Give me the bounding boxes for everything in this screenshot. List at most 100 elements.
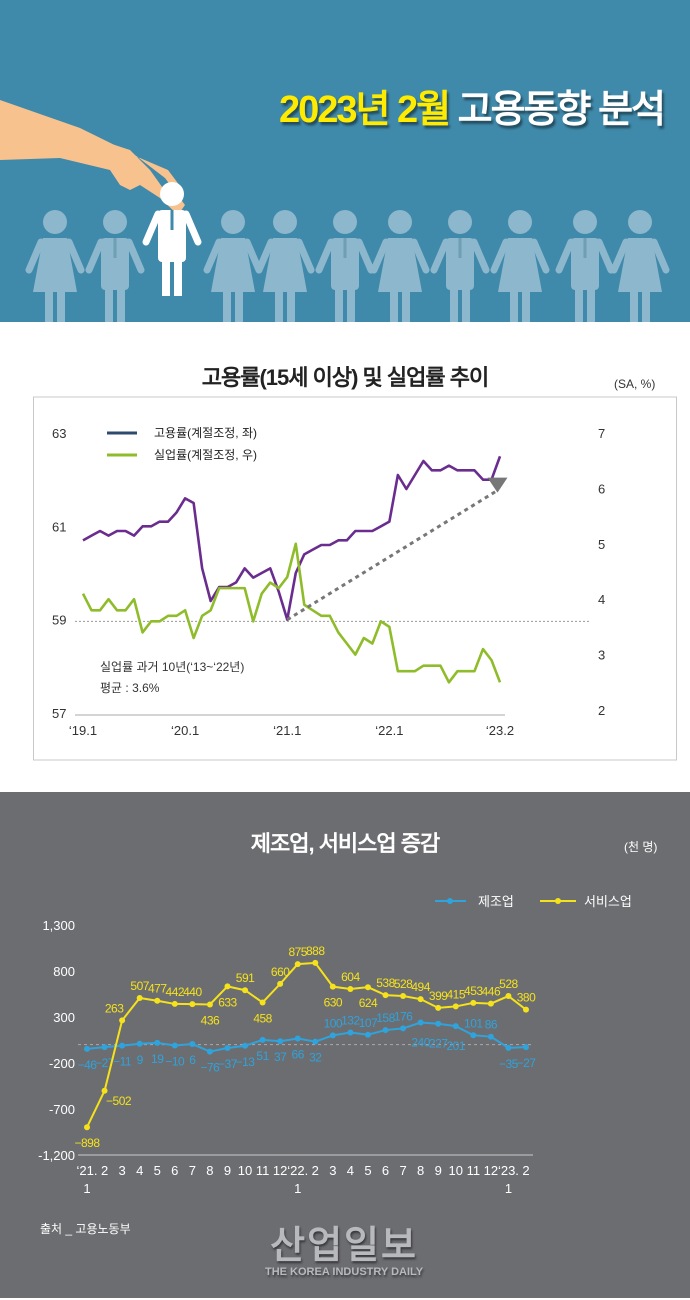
selected-person-icon <box>142 182 202 296</box>
x-tick: 10 <box>449 1163 463 1178</box>
data-label-services: 458 <box>253 1011 272 1025</box>
legend-label-unemployment: 실업률(계절조정, 우) <box>154 448 257 462</box>
chart2-unit: (천 명) <box>624 840 658 854</box>
data-label-services: 263 <box>105 1001 124 1015</box>
data-label-services: 399 <box>429 989 448 1003</box>
data-label-services: 446 <box>482 985 501 999</box>
y-tick: 300 <box>53 1010 75 1025</box>
person-icon <box>430 210 490 322</box>
data-label-manufacturing: 107 <box>359 1016 378 1030</box>
trend-arrow-line <box>286 490 497 621</box>
data-label-services: 591 <box>236 971 255 985</box>
data-point-services <box>206 1001 213 1008</box>
person-leg <box>335 288 343 322</box>
x-tick: 3 <box>329 1163 336 1178</box>
data-label-manufacturing: −11 <box>113 1055 132 1069</box>
y-tick: 1,300 <box>42 918 75 933</box>
data-label-manufacturing: 86 <box>485 1018 498 1032</box>
legend-label-services: 서비스업 <box>584 894 632 909</box>
person-dress <box>211 238 255 292</box>
x-tick: 7 <box>189 1163 196 1178</box>
x-tick: 4 <box>347 1163 354 1178</box>
x-tick: ‘21. <box>77 1163 98 1178</box>
person-leg <box>45 288 53 322</box>
person-head <box>573 210 597 234</box>
chart2-title: 제조업, 서비스업 증감 <box>250 831 441 856</box>
data-point-services <box>171 1000 178 1007</box>
person-arms <box>430 238 490 274</box>
person-head <box>333 210 357 234</box>
chart1-title: 고용률(15세 이상) 및 실업률 추이 <box>201 365 489 390</box>
data-label-services: 624 <box>359 996 378 1010</box>
legend-marker-manufacturing <box>447 898 453 904</box>
person-head <box>508 210 532 234</box>
x-tick: ‘20.1 <box>171 723 199 738</box>
data-label-manufacturing: 66 <box>292 1048 305 1062</box>
source-note: 출처 _ 고용노동부 <box>40 1222 131 1236</box>
data-point-manufacturing <box>400 1025 407 1032</box>
person-tie <box>458 238 462 258</box>
person-head <box>103 210 127 234</box>
person-leg <box>402 288 410 322</box>
title-text: 고용동향 분석 <box>457 89 666 131</box>
y-right-tick: 5 <box>598 537 605 552</box>
data-label-manufacturing: 158 <box>376 1011 395 1025</box>
y-tick: -1,200 <box>38 1148 75 1163</box>
data-label-services: −898 <box>74 1136 100 1150</box>
data-label-services: 528 <box>394 977 413 991</box>
person-leg <box>522 288 530 322</box>
data-point-manufacturing <box>224 1045 231 1052</box>
person-icon <box>255 210 315 322</box>
x-tick: 12 <box>484 1163 498 1178</box>
person-arms <box>610 238 670 274</box>
title-date: 2023년 2월 <box>278 89 451 131</box>
data-label-manufacturing: 132 <box>341 1013 360 1027</box>
person-tie <box>170 210 174 230</box>
data-label-manufacturing: 19 <box>151 1052 164 1066</box>
person-head <box>273 210 297 234</box>
data-point-manufacturing <box>101 1044 108 1051</box>
data-point-services <box>452 1003 459 1010</box>
data-label-services: −502 <box>106 1094 132 1108</box>
person-torso <box>158 210 186 262</box>
data-point-manufacturing <box>136 1040 143 1047</box>
person-arms <box>203 238 263 274</box>
data-point-services <box>294 961 301 968</box>
data-label-manufacturing: −46 <box>78 1058 98 1072</box>
data-point-services <box>523 1006 529 1013</box>
person-arms <box>315 238 375 274</box>
x-tick: 4 <box>136 1163 143 1178</box>
data-label-services: 604 <box>341 970 360 984</box>
page-title: 2023년 2월 고용동향 분석 <box>278 78 666 133</box>
data-label-manufacturing: 37 <box>274 1050 287 1064</box>
person-leg <box>587 288 595 322</box>
x-tick: 3 <box>119 1163 126 1178</box>
person-dress <box>263 238 307 292</box>
x-tick: 2 <box>312 1163 319 1178</box>
person-leg <box>287 288 295 322</box>
x-tick: 8 <box>417 1163 424 1178</box>
person-dress <box>378 238 422 292</box>
data-label-services: 442 <box>166 985 185 999</box>
data-point-services <box>136 994 143 1001</box>
data-label-services: 528 <box>499 977 518 991</box>
person-leg <box>462 288 470 322</box>
data-label-services: 440 <box>183 985 202 999</box>
data-point-services <box>347 986 354 993</box>
data-point-manufacturing <box>470 1032 477 1039</box>
legend-label-employment: 고용률(계절조정, 좌) <box>154 426 257 440</box>
legend-label-manufacturing: 제조업 <box>478 894 514 909</box>
person-head <box>43 210 67 234</box>
legend-marker-services <box>555 898 561 904</box>
data-point-manufacturing <box>206 1048 213 1055</box>
x-tick: 1 <box>505 1181 512 1196</box>
x-tick: ‘23. <box>498 1163 519 1178</box>
person-arms <box>555 238 615 274</box>
x-tick: 5 <box>364 1163 371 1178</box>
data-label-manufacturing: 240 <box>411 1036 430 1050</box>
x-tick: 6 <box>171 1163 178 1178</box>
data-point-services <box>364 984 371 991</box>
header-banner: 2023년 2월 고용동향 분석 <box>0 0 690 322</box>
data-point-manufacturing <box>312 1038 319 1045</box>
data-label-manufacturing: 227 <box>429 1037 448 1051</box>
